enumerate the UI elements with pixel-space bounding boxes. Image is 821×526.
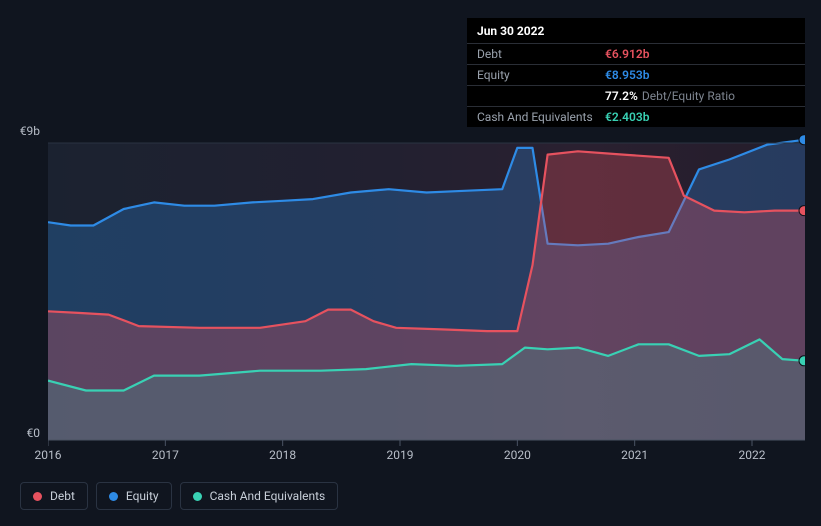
x-axis-label: 2020 — [504, 448, 531, 462]
legend-item-equity[interactable]: Equity — [96, 482, 172, 510]
x-axis-label: 2016 — [35, 448, 62, 462]
legend-item-cash-and-equivalents[interactable]: Cash And Equivalents — [180, 482, 339, 510]
series-end-dot — [799, 356, 805, 366]
tooltip-row: Equity€8.953b — [467, 64, 805, 85]
legend-label: Debt — [50, 489, 75, 503]
x-axis-labels: 2016201720182019202020212022 — [48, 448, 805, 468]
financial-chart: €9b €0 2016 2017 2018 2019 2020 2021 2022 Jun … — [0, 0, 821, 526]
tooltip-row-extra: Debt/Equity Ratio — [642, 89, 735, 103]
chart-tooltip: Jun 30 2022 Debt€6.912bEquity€8.953b77.2… — [467, 18, 805, 127]
tooltip-row-value: €8.953b — [605, 68, 649, 82]
tooltip-row-label: Equity — [477, 68, 605, 82]
legend-dot — [193, 492, 202, 501]
series-end-dot — [799, 135, 805, 145]
legend-dot — [109, 492, 118, 501]
legend-item-debt[interactable]: Debt — [20, 482, 88, 510]
tooltip-row-value: €6.912b — [605, 47, 649, 61]
tooltip-row: Cash And Equivalents€2.403b — [467, 106, 805, 127]
tooltip-row-label: Debt — [477, 47, 605, 61]
x-axis-label: 2021 — [621, 448, 648, 462]
y-axis-top-label: €9b — [0, 124, 44, 138]
series-end-dot — [799, 206, 805, 216]
legend-dot — [33, 492, 42, 501]
tooltip-date: Jun 30 2022 — [467, 18, 805, 43]
x-axis-label: 2022 — [739, 448, 766, 462]
legend-label: Cash And Equivalents — [210, 489, 326, 503]
x-axis-label: 2019 — [387, 448, 414, 462]
tooltip-row-value: €2.403b — [605, 110, 649, 124]
y-axis-bottom-label: €0 — [0, 426, 44, 440]
x-axis-label: 2017 — [152, 448, 179, 462]
tooltip-row-label: Cash And Equivalents — [477, 110, 605, 124]
tooltip-row: 77.2% Debt/Equity Ratio — [467, 85, 805, 106]
tooltip-row: Debt€6.912b — [467, 43, 805, 64]
chart-legend: Debt Equity Cash And Equivalents — [20, 482, 338, 510]
legend-label: Equity — [126, 489, 159, 503]
x-axis-label: 2018 — [269, 448, 296, 462]
tooltip-row-value: 77.2% — [605, 89, 638, 103]
